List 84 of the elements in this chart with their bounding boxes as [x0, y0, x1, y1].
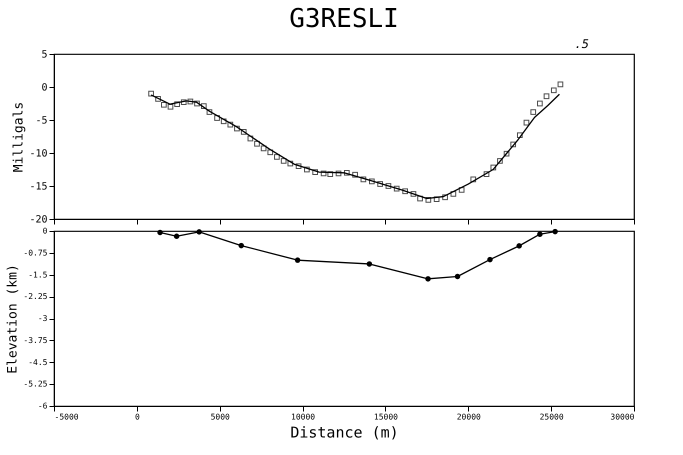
point — [214, 115, 220, 121]
point — [188, 98, 194, 104]
y-tick-label: -5.25 — [23, 380, 48, 389]
y-axis-title: Milligals — [11, 102, 26, 172]
point — [558, 82, 564, 88]
point — [450, 191, 456, 197]
x-tick-label: 30000 — [610, 412, 635, 422]
point — [280, 158, 287, 164]
y-tick-label: -3.75 — [23, 336, 48, 345]
point — [206, 109, 212, 115]
point — [327, 171, 334, 177]
point — [260, 146, 266, 152]
y-tick-label: -2.25 — [23, 292, 48, 302]
point — [530, 109, 536, 115]
point — [516, 132, 523, 138]
point — [504, 150, 510, 157]
point — [352, 172, 358, 178]
point — [344, 170, 350, 176]
y-tick-label: -4.5 — [28, 358, 48, 367]
point — [394, 186, 400, 192]
point — [458, 187, 464, 193]
point — [550, 87, 557, 94]
y-tick-label: -1.5 — [28, 270, 48, 280]
point — [377, 181, 383, 187]
point — [194, 100, 200, 106]
x-tick-label: 10000 — [291, 412, 316, 422]
text: .5 — [574, 37, 589, 51]
point — [296, 163, 302, 170]
x-axis-title: Distance (m) — [290, 424, 399, 442]
point — [312, 169, 318, 175]
point — [200, 103, 207, 109]
point — [544, 93, 550, 100]
y-tick-label: 0 — [41, 82, 48, 94]
point — [267, 149, 274, 156]
point — [287, 160, 294, 166]
point — [174, 101, 180, 108]
point — [410, 191, 416, 197]
point — [320, 170, 326, 176]
point — [490, 164, 496, 170]
y-tick-label: 0 — [42, 226, 48, 236]
point — [497, 158, 503, 164]
point — [336, 170, 342, 176]
y-axis-title: Elevation (km) — [5, 264, 20, 374]
point — [240, 129, 247, 135]
point — [510, 142, 516, 148]
chart-title: G3RESLI — [289, 4, 399, 34]
point — [220, 118, 227, 124]
point — [386, 183, 392, 189]
point — [368, 178, 375, 184]
x-tick-label: 25000 — [540, 412, 564, 422]
y-tick-label: -6 — [38, 402, 48, 410]
point — [168, 104, 174, 110]
point — [442, 194, 448, 200]
point — [227, 122, 234, 128]
y-tick-label: -20 — [29, 214, 48, 226]
y-tick-label: -5 — [35, 116, 48, 126]
x-tick-label: 0 — [134, 412, 140, 422]
point — [417, 196, 423, 202]
y-tick-label: -15 — [29, 182, 48, 192]
point — [248, 136, 254, 142]
point — [155, 96, 161, 102]
point — [148, 90, 154, 96]
x-tick-label: 5000 — [210, 412, 230, 422]
point — [402, 188, 408, 194]
point — [426, 197, 432, 203]
point — [180, 99, 187, 106]
point — [304, 166, 310, 172]
y-tick-label: -3 — [38, 314, 48, 323]
x-tick-label: -5000 — [54, 412, 79, 422]
point — [274, 154, 280, 160]
x-tick-label: 20000 — [456, 412, 482, 422]
y-tick-label: -10 — [29, 148, 48, 160]
point — [470, 176, 476, 182]
x-tick-label: 15000 — [374, 412, 398, 422]
point — [434, 196, 440, 202]
point — [254, 140, 260, 147]
point — [161, 102, 167, 108]
y-tick-label: 5 — [41, 50, 48, 60]
point — [484, 171, 490, 177]
point — [360, 176, 366, 182]
point — [537, 100, 543, 106]
point — [524, 120, 530, 126]
point — [234, 126, 240, 132]
y-tick-label: -0.75 — [23, 248, 48, 258]
